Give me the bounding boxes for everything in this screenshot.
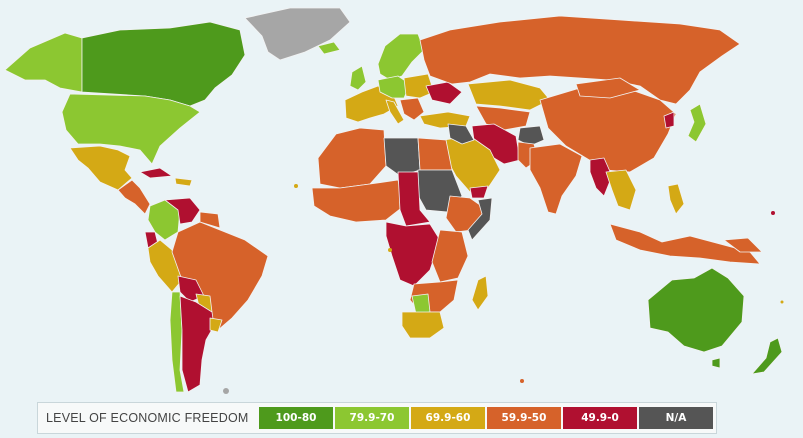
region-balkans xyxy=(399,97,425,121)
region-uk xyxy=(349,65,367,91)
region-west-africa xyxy=(311,179,405,223)
region-scandinavia xyxy=(377,33,425,81)
region-afghanistan xyxy=(517,125,545,147)
region-northwest-africa xyxy=(317,127,387,189)
island-marker xyxy=(771,211,775,215)
region-central-asia xyxy=(475,105,531,131)
region-russia xyxy=(419,15,741,105)
region-iraq-syria xyxy=(447,123,475,145)
legend-swatch-na: N/A xyxy=(639,407,713,429)
legend-title: LEVEL OF ECONOMIC FREEDOM xyxy=(46,411,249,425)
region-caribbean xyxy=(174,177,193,187)
region-venezuela xyxy=(164,197,201,225)
island-marker xyxy=(294,184,298,188)
legend-swatch-mostly-unfree: 59.9-50 xyxy=(487,407,561,429)
region-guianas xyxy=(199,211,221,229)
legend-swatch-repressed: 49.9-0 xyxy=(563,407,637,429)
region-south-africa xyxy=(401,311,445,339)
legend-swatches: 100-80 79.9-70 69.9-60 59.9-50 49.9-0 N/… xyxy=(259,407,713,429)
region-central-africa xyxy=(385,221,441,287)
region-india xyxy=(529,143,583,215)
region-iceland xyxy=(317,41,341,55)
region-usa xyxy=(61,93,201,165)
region-ukraine xyxy=(425,81,463,105)
region-mexico xyxy=(69,145,133,191)
region-chad-car xyxy=(397,171,431,227)
region-australia xyxy=(647,267,745,353)
region-north-korea xyxy=(663,111,675,129)
region-peru xyxy=(147,239,183,293)
region-yemen xyxy=(469,185,489,199)
legend: LEVEL OF ECONOMIC FREEDOM 100-80 79.9-70… xyxy=(37,402,717,434)
island-marker xyxy=(780,300,784,304)
region-uruguay xyxy=(209,317,223,333)
region-kazakhstan xyxy=(467,79,551,111)
region-canada xyxy=(81,21,246,107)
region-papua xyxy=(723,237,763,253)
legend-swatch-free: 100-80 xyxy=(259,407,333,429)
region-mongolia xyxy=(575,77,641,99)
region-eastern-europe xyxy=(403,73,435,99)
legend-swatch-mostly-free: 79.9-70 xyxy=(335,407,409,429)
region-cuba xyxy=(139,167,173,179)
region-central-europe xyxy=(377,75,411,99)
legend-swatch-moderately-free: 69.9-60 xyxy=(411,407,485,429)
region-myanmar xyxy=(589,157,613,197)
region-greenland xyxy=(244,7,351,61)
island-marker xyxy=(388,248,392,252)
region-central-america xyxy=(117,179,151,215)
region-alaska xyxy=(4,32,83,93)
region-japan xyxy=(687,103,707,143)
region-botswana xyxy=(411,293,431,315)
region-southeast-asia xyxy=(605,169,637,211)
region-new-zealand xyxy=(751,337,783,375)
island-marker xyxy=(223,388,229,394)
region-madagascar xyxy=(471,275,489,311)
island-marker xyxy=(520,379,524,383)
region-libya xyxy=(383,137,421,177)
region-tasmania xyxy=(711,357,721,369)
region-italy xyxy=(385,99,405,125)
region-egypt xyxy=(417,137,453,171)
region-somalia xyxy=(467,197,493,241)
region-indonesia xyxy=(609,223,761,265)
region-east-africa xyxy=(431,229,469,283)
region-argentina xyxy=(179,295,215,393)
region-philippines xyxy=(667,183,685,215)
